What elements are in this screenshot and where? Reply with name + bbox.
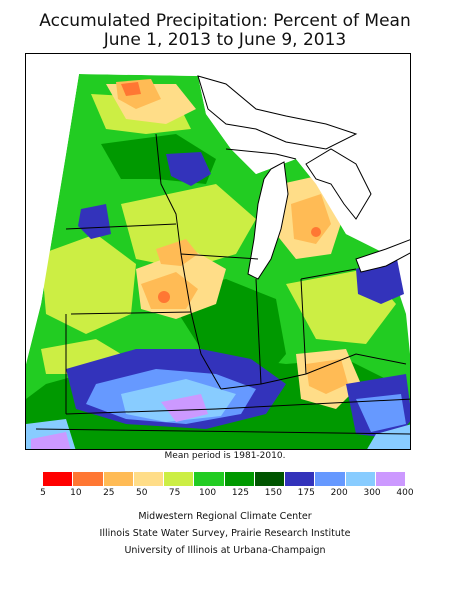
region-yg-center [121,184,256,269]
region-yg-west [41,234,136,334]
boundary-wi-il [180,253,259,260]
color-legend [43,472,405,486]
boundary-mo-ark [65,408,217,415]
region-ltblue-se [356,394,406,432]
legend-swatch [103,472,134,486]
credit-uiuc: University of Illinois at Urbana-Champai… [124,545,326,556]
legend-swatch [315,472,346,486]
region-orange-iowa [156,239,198,266]
legend-swatch [73,472,104,486]
legend-tick-label: 10 [70,488,82,498]
lake-erie [355,239,410,273]
outside-domain-left [26,54,79,364]
lake-superior [197,75,358,150]
region-lavender-2 [31,432,71,449]
legend-swatch [285,472,316,486]
legend-tick-labels: 5 10 25 50 75 100 125 150 175 200 300 400 [40,488,413,500]
boundary-ky-north [220,353,407,390]
boundary-in-oh [300,278,307,375]
boundary-il-in [255,278,262,385]
map-title: Accumulated Precipitation: Percent of Me… [39,11,411,31]
legend-swatch [254,472,285,486]
legend-tick-label: 75 [168,488,181,498]
region-orange-michigan [291,194,331,244]
mean-period-note: Mean period is 1981-2010. [164,451,286,461]
region-blue-north [166,152,211,186]
boundary-mo-il [190,311,222,390]
region-orange-center [141,272,198,309]
boundary-mi-up [225,148,297,160]
legend-swatch [194,472,225,486]
legend-tick-label: 125 [231,488,250,498]
lake-huron [305,148,372,220]
map-date-range: June 1, 2013 to June 9, 2013 [103,30,347,50]
region-orange-east [306,359,348,394]
boundary-ky-south [215,398,410,410]
credit-mrcc: Midwestern Regional Climate Center [138,511,312,522]
boundary-oh-mi [300,268,357,280]
region-red-spot-1 [158,291,170,303]
boundary-ia-north [65,223,177,230]
legend-tick-label: 150 [264,488,282,498]
legend-swatch [164,472,195,486]
legend-tick-label: 50 [135,488,148,498]
region-blue-west [78,204,111,239]
legend-tick-label: 200 [330,488,348,498]
boundary-mn-wi [155,133,182,255]
outside-domain-top [79,54,410,254]
legend-tick-label: 175 [297,488,315,498]
region-red-spot-2 [311,227,321,237]
region-red-north [121,82,141,96]
legend-tick-label: 400 [396,488,414,498]
legend-swatch [43,472,74,486]
state-boundaries [35,133,410,435]
boundary-ia-il [180,253,192,313]
legend-swatch [224,472,255,486]
legend-swatch [375,472,405,486]
lake-michigan [247,161,289,280]
boundary-tn-south [35,428,410,435]
region-cyan-se [367,424,410,449]
legend-tick-label: 25 [103,488,115,498]
boundary-ia-south [70,311,192,315]
legend-tick-label: 100 [198,488,217,498]
credit-isws: Illinois State Water Survey, Prairie Res… [99,528,351,539]
legend-swatch [133,472,164,486]
legend-swatch [345,472,376,486]
precipitation-map [25,53,411,450]
legend-tick-label: 5 [40,488,46,498]
map-canvas [26,54,410,449]
region-lavender-1 [161,394,208,422]
legend-tick-label: 300 [363,488,381,498]
